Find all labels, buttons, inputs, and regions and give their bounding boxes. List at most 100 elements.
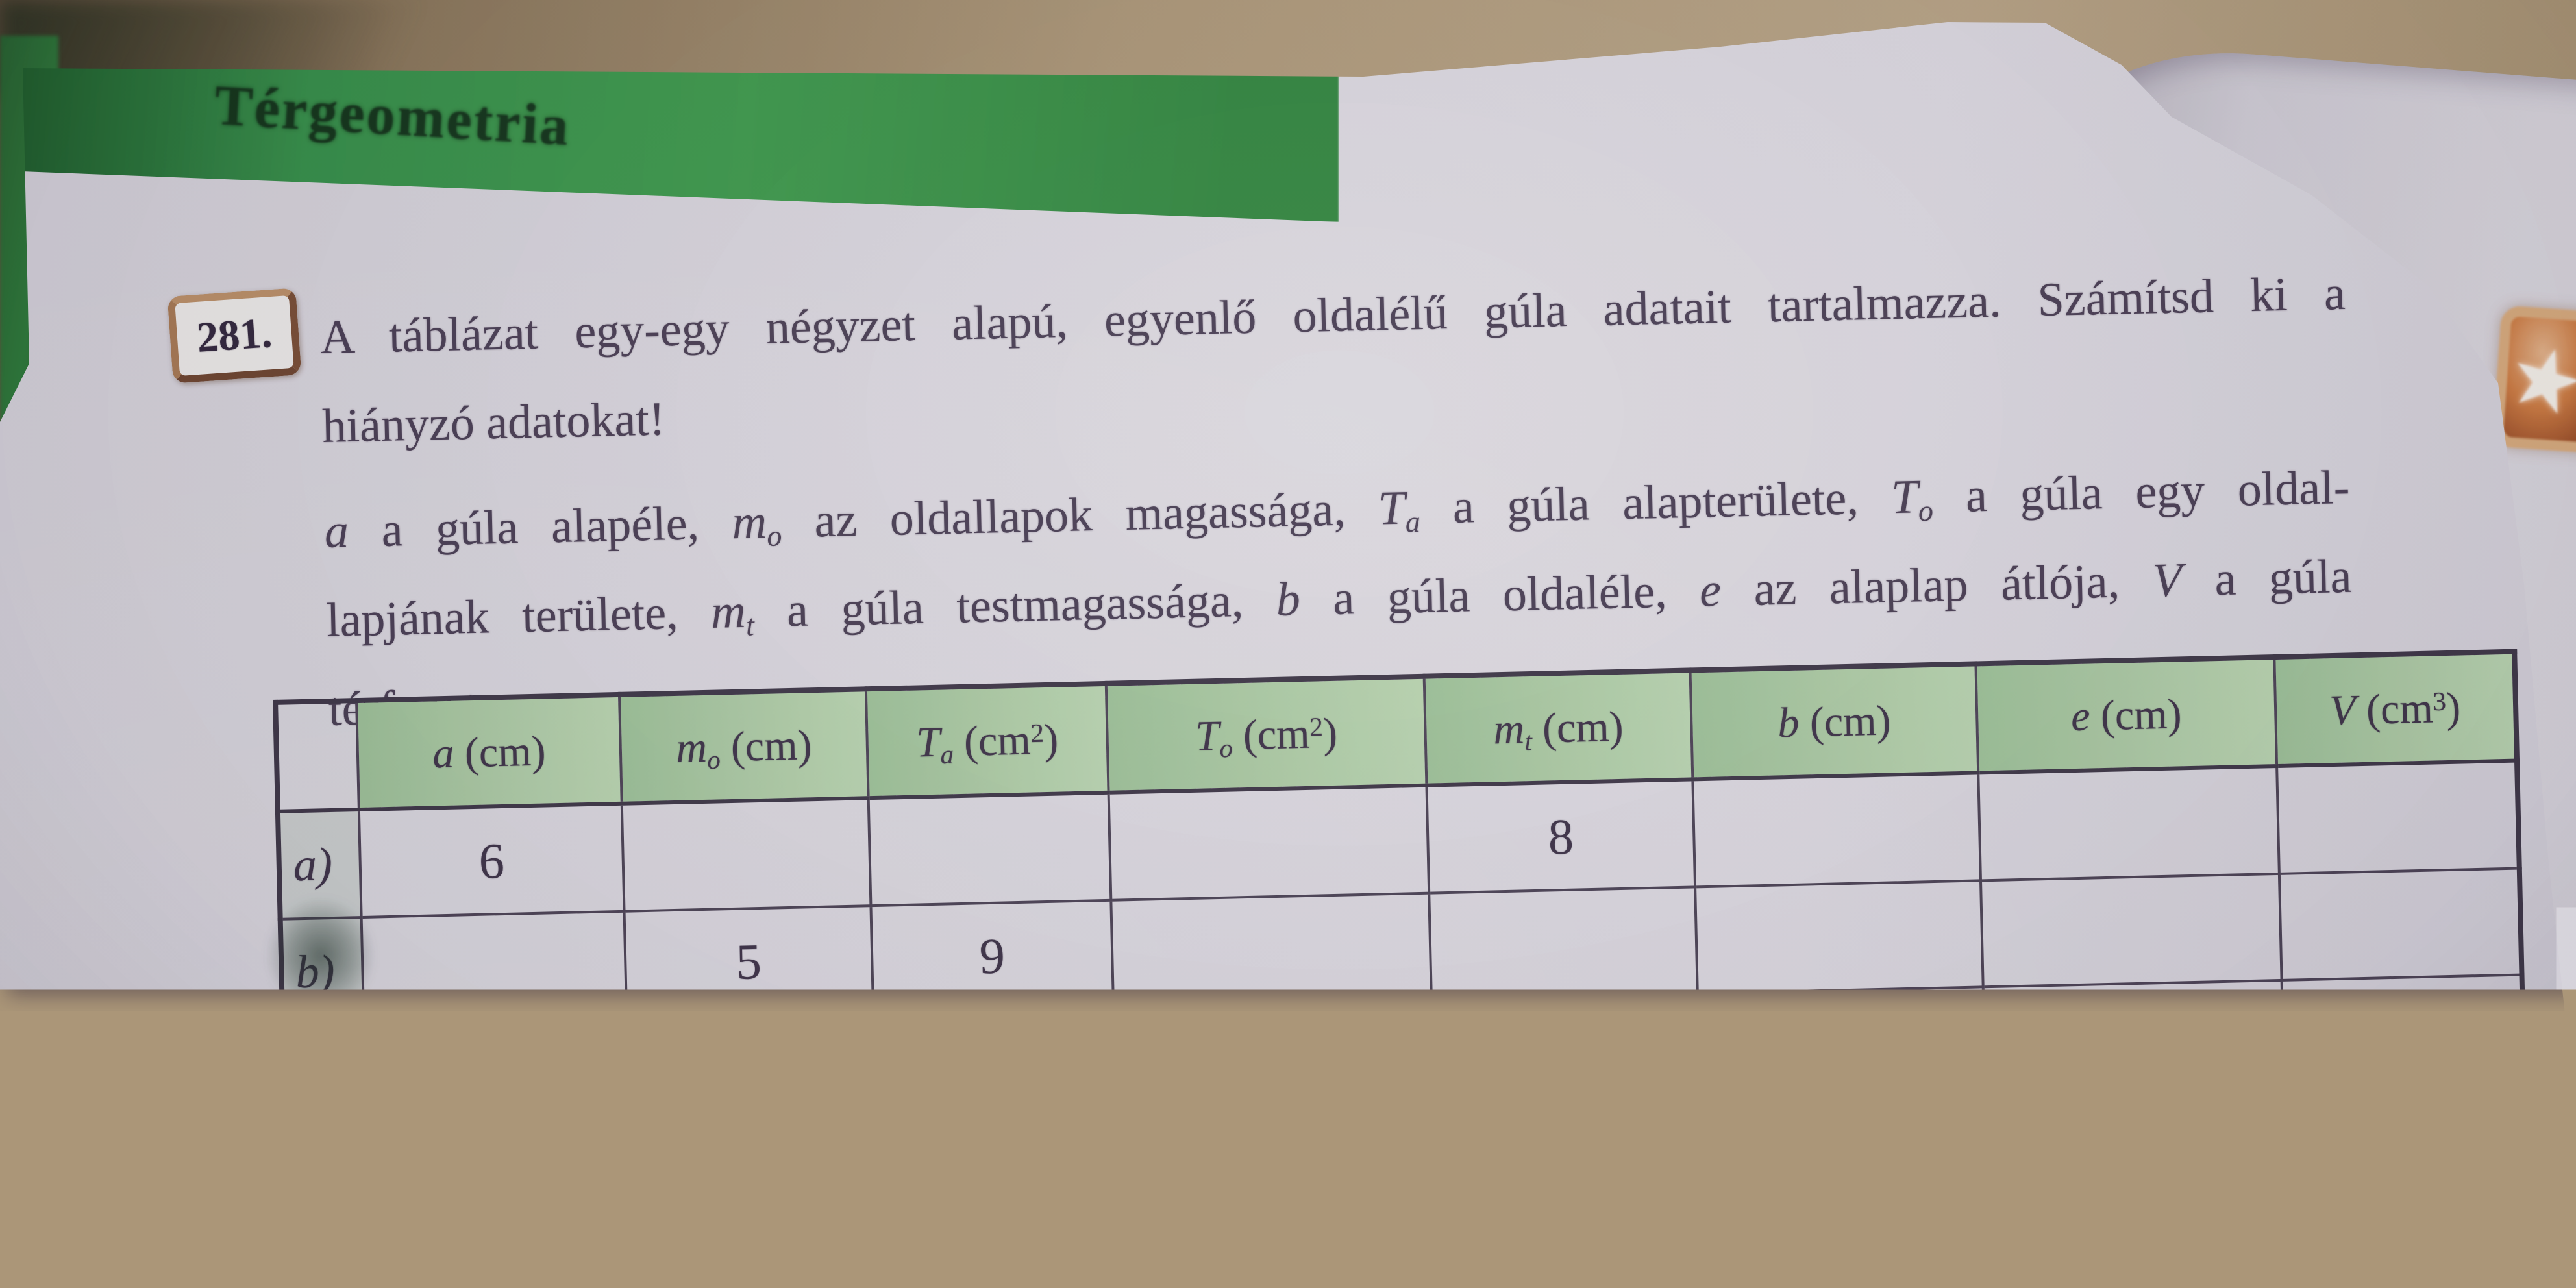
text-segment: a gúla oldaléle, — [1300, 564, 1700, 626]
camera-watermark: ULEFONE SHOT ON S11 — [49, 1166, 293, 1261]
table-cell — [1109, 786, 1430, 900]
text-segment: o — [707, 745, 721, 774]
row-label: d) — [285, 1120, 367, 1187]
text-segment: e — [2070, 692, 2090, 740]
text-segment: a gúla egy oldal- — [1932, 461, 2350, 523]
table-header-cell: b (cm) — [1690, 663, 1979, 779]
table-header-cell: To (cm2) — [1106, 676, 1427, 793]
table-cell — [1111, 893, 1431, 1007]
table-cell: 9 — [871, 900, 1113, 1012]
table-cell — [362, 911, 627, 1024]
text-segment: (cm) — [720, 721, 813, 771]
text-segment: a — [940, 739, 954, 769]
table-cell — [1983, 980, 2284, 1083]
text-segment: b — [1276, 573, 1301, 626]
watermark-brand: ULEFONE — [49, 1166, 293, 1211]
text-segment: (cm) — [454, 727, 547, 776]
table-header-cell — [275, 700, 359, 811]
row-label: c) — [282, 1024, 365, 1122]
text-segment: (cm — [2355, 684, 2434, 734]
table-cell — [869, 793, 1111, 906]
table-cell — [1429, 887, 1698, 999]
table-cell — [2279, 869, 2522, 980]
table-cell — [1978, 766, 2279, 880]
table-cell — [622, 798, 871, 911]
text-segment: (cm — [1232, 710, 1311, 759]
text-segment: m — [675, 723, 707, 771]
table-cell — [2277, 761, 2520, 874]
star-icon: ★ — [2496, 322, 2576, 438]
book-page: Térgeometria 281. A táblázat egy-egy nég… — [0, 0, 2576, 1288]
text-segment: T — [1378, 482, 1406, 536]
table-cell — [1692, 773, 1981, 887]
text-segment: m — [710, 585, 746, 639]
table-cell — [629, 1108, 877, 1179]
text-segment: (cm) — [1799, 697, 1892, 746]
problem-282-line1: Art Artúr különleges alakú víztartályoka… — [291, 1198, 2576, 1276]
text-segment: lapjának területe, — [326, 586, 712, 647]
text-segment: m — [1493, 705, 1525, 753]
table-cell — [1115, 1096, 1435, 1168]
table-cell — [366, 1114, 630, 1185]
text-segment: b — [1777, 699, 1800, 747]
table-cell: 5 — [625, 906, 874, 1018]
text-segment: 2 — [1309, 712, 1323, 741]
text-segment: m — [732, 495, 767, 549]
text-segment: a — [324, 504, 349, 558]
text-segment: e — [1699, 564, 1722, 617]
text-segment: az oldallapok magassága, — [781, 482, 1379, 549]
table-cell: 6 — [359, 804, 625, 917]
watermark-caption: SHOT ON S11 — [49, 1219, 293, 1261]
text-segment: 3 — [2433, 686, 2446, 715]
text-segment: o — [767, 519, 782, 552]
table-header-cell: mt (cm) — [1424, 670, 1693, 785]
text-segment: o — [1219, 733, 1233, 762]
text-segment: t — [1524, 726, 1532, 756]
table-cell: 100 — [876, 1103, 1117, 1173]
text-segment: (cm) — [1531, 702, 1624, 752]
problem-281-number-box: 281. — [167, 288, 302, 383]
text-segment: V — [2152, 554, 2183, 608]
table-header-cell: mo (cm) — [619, 689, 869, 804]
pyramid-data-table-wrap: a (cm) mo (cm) Ta (cm2) To (cm2) mt (cm) b (c… — [273, 649, 2523, 1189]
data-table: a (cm) mo (cm) Ta (cm2) To (cm2) mt (cm) b (c… — [273, 649, 2528, 1189]
table-header-cell: V (cm3) — [2274, 652, 2517, 766]
text-segment: a — [432, 729, 455, 777]
table-cell — [873, 1007, 1115, 1108]
difficulty-star-badge: ★ — [2492, 305, 2576, 454]
table-cell — [2284, 1071, 2525, 1141]
table-cell — [1113, 1000, 1433, 1103]
table-cell — [1695, 880, 1983, 993]
photo-canvas: ★ Térgeometria 281. A táblázat egy-egy n… — [0, 0, 2576, 1288]
table-cell: 13 — [1700, 1083, 1987, 1154]
table-header-cell: a (cm) — [356, 695, 622, 810]
table-cell — [1985, 1076, 2285, 1148]
text-segment: a — [1405, 505, 1420, 538]
table-cell — [364, 1018, 628, 1120]
text-segment: ) — [1322, 709, 1338, 756]
text-segment: T — [1195, 712, 1219, 760]
table-header-cell: e (cm) — [1975, 657, 2277, 773]
table-cell: 7,5 — [1698, 987, 1985, 1089]
text-segment: V — [2329, 686, 2356, 734]
text-segment: (cm — [953, 716, 1032, 765]
text-segment: t — [746, 608, 755, 641]
table-cell — [2282, 975, 2524, 1076]
table-body: a)68b)59c)67,5d)10013 — [278, 761, 2525, 1187]
table-header-cell: Ta (cm2) — [866, 684, 1109, 798]
text-segment: o — [1918, 494, 1933, 527]
table-cell — [1433, 1089, 1701, 1160]
table-cell: 6 — [626, 1012, 875, 1114]
text-segment: a gúla alapéle, — [348, 496, 732, 558]
text-segment: (cm) — [2090, 690, 2183, 739]
text-segment: ) — [2446, 684, 2461, 731]
problem-281-number: 281. — [195, 308, 274, 363]
table-cell — [1981, 874, 2282, 987]
text-segment: a gúla — [2181, 550, 2352, 607]
text-segment: T — [1890, 470, 1918, 524]
table-cell — [1431, 993, 1700, 1095]
table-cell: 8 — [1426, 779, 1695, 893]
text-segment: 2 — [1030, 718, 1044, 747]
text-segment: ) — [1043, 715, 1059, 763]
text-segment: T — [916, 718, 941, 766]
